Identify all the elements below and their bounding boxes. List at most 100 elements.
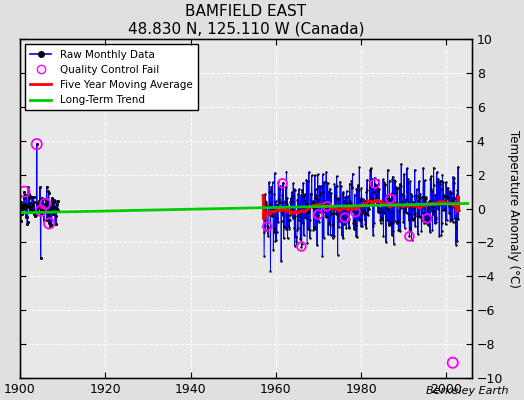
Point (260, 198, 269, 205)
Point (449, 218, 457, 225)
Point (53, 207, 62, 214)
Point (36, 203, 44, 209)
Point (32, 206, 40, 213)
Point (357, 185, 366, 191)
Point (278, 208, 286, 214)
Point (365, 206, 374, 212)
Point (444, 194, 452, 201)
Point (330, 233, 339, 240)
Point (355, 217, 363, 224)
Point (324, 188, 333, 195)
Point (395, 202, 403, 208)
Point (314, 197, 323, 203)
Point (445, 202, 454, 208)
Point (438, 172, 446, 178)
Point (388, 173, 397, 180)
Point (269, 247, 278, 253)
Point (303, 178, 312, 184)
Point (319, 189, 328, 195)
Point (419, 165, 428, 171)
Point (354, 182, 362, 188)
Point (280, 206, 289, 212)
Point (43, 217, 51, 224)
Point (329, 221, 337, 227)
Point (298, 186, 307, 193)
Point (359, 208, 367, 214)
Point (331, 193, 340, 200)
Point (296, 211, 304, 218)
Point (264, 232, 272, 239)
Point (47, 205, 55, 211)
Point (325, 220, 333, 227)
Point (408, 215, 417, 222)
Point (46, 222, 54, 229)
Point (259, 192, 267, 199)
Point (418, 210, 427, 216)
Point (41, 200, 49, 207)
Point (42, 184, 51, 190)
Point (30, 208, 39, 214)
Point (270, 191, 279, 197)
Point (444, 194, 453, 201)
Point (40, 206, 49, 212)
Point (430, 214, 439, 220)
Point (335, 224, 343, 230)
Point (17, 218, 25, 224)
Point (441, 197, 449, 204)
Point (289, 215, 298, 221)
Point (332, 173, 341, 180)
Point (283, 195, 291, 201)
Point (445, 203, 453, 209)
Point (297, 243, 305, 250)
Point (302, 176, 311, 183)
Point (31, 211, 40, 218)
Point (43, 199, 51, 206)
Point (53, 206, 61, 212)
Point (28, 203, 37, 209)
Point (405, 233, 413, 240)
Point (45, 220, 53, 227)
Point (399, 193, 408, 199)
Point (397, 161, 406, 167)
Point (348, 170, 357, 177)
Point (446, 217, 454, 224)
Point (386, 196, 395, 202)
Point (297, 204, 305, 210)
Point (288, 193, 297, 200)
Point (346, 206, 355, 213)
Point (347, 184, 356, 191)
Point (385, 222, 394, 228)
Point (400, 224, 409, 231)
Point (276, 186, 285, 192)
Point (445, 210, 453, 216)
Point (296, 214, 304, 220)
Point (442, 179, 450, 186)
Point (307, 191, 315, 197)
Point (374, 188, 383, 194)
Point (392, 186, 400, 192)
Point (280, 223, 289, 230)
Point (286, 199, 294, 205)
Title: BAMFIELD EAST
48.830 N, 125.110 W (Canada): BAMFIELD EAST 48.830 N, 125.110 W (Canad… (128, 4, 364, 36)
Point (406, 204, 414, 210)
Point (395, 208, 403, 214)
Point (402, 209, 410, 215)
Point (434, 200, 443, 206)
Point (302, 209, 311, 216)
Point (370, 174, 379, 181)
Point (347, 202, 355, 208)
Point (22, 203, 30, 210)
Point (50, 204, 59, 210)
Point (314, 219, 323, 226)
Point (279, 180, 288, 186)
Point (21, 201, 29, 207)
Point (277, 258, 286, 264)
Point (281, 183, 290, 190)
Point (433, 198, 441, 204)
Point (320, 234, 328, 241)
Point (263, 202, 271, 209)
Point (419, 202, 427, 209)
Point (334, 195, 343, 201)
Point (31, 212, 39, 219)
Point (354, 210, 363, 216)
